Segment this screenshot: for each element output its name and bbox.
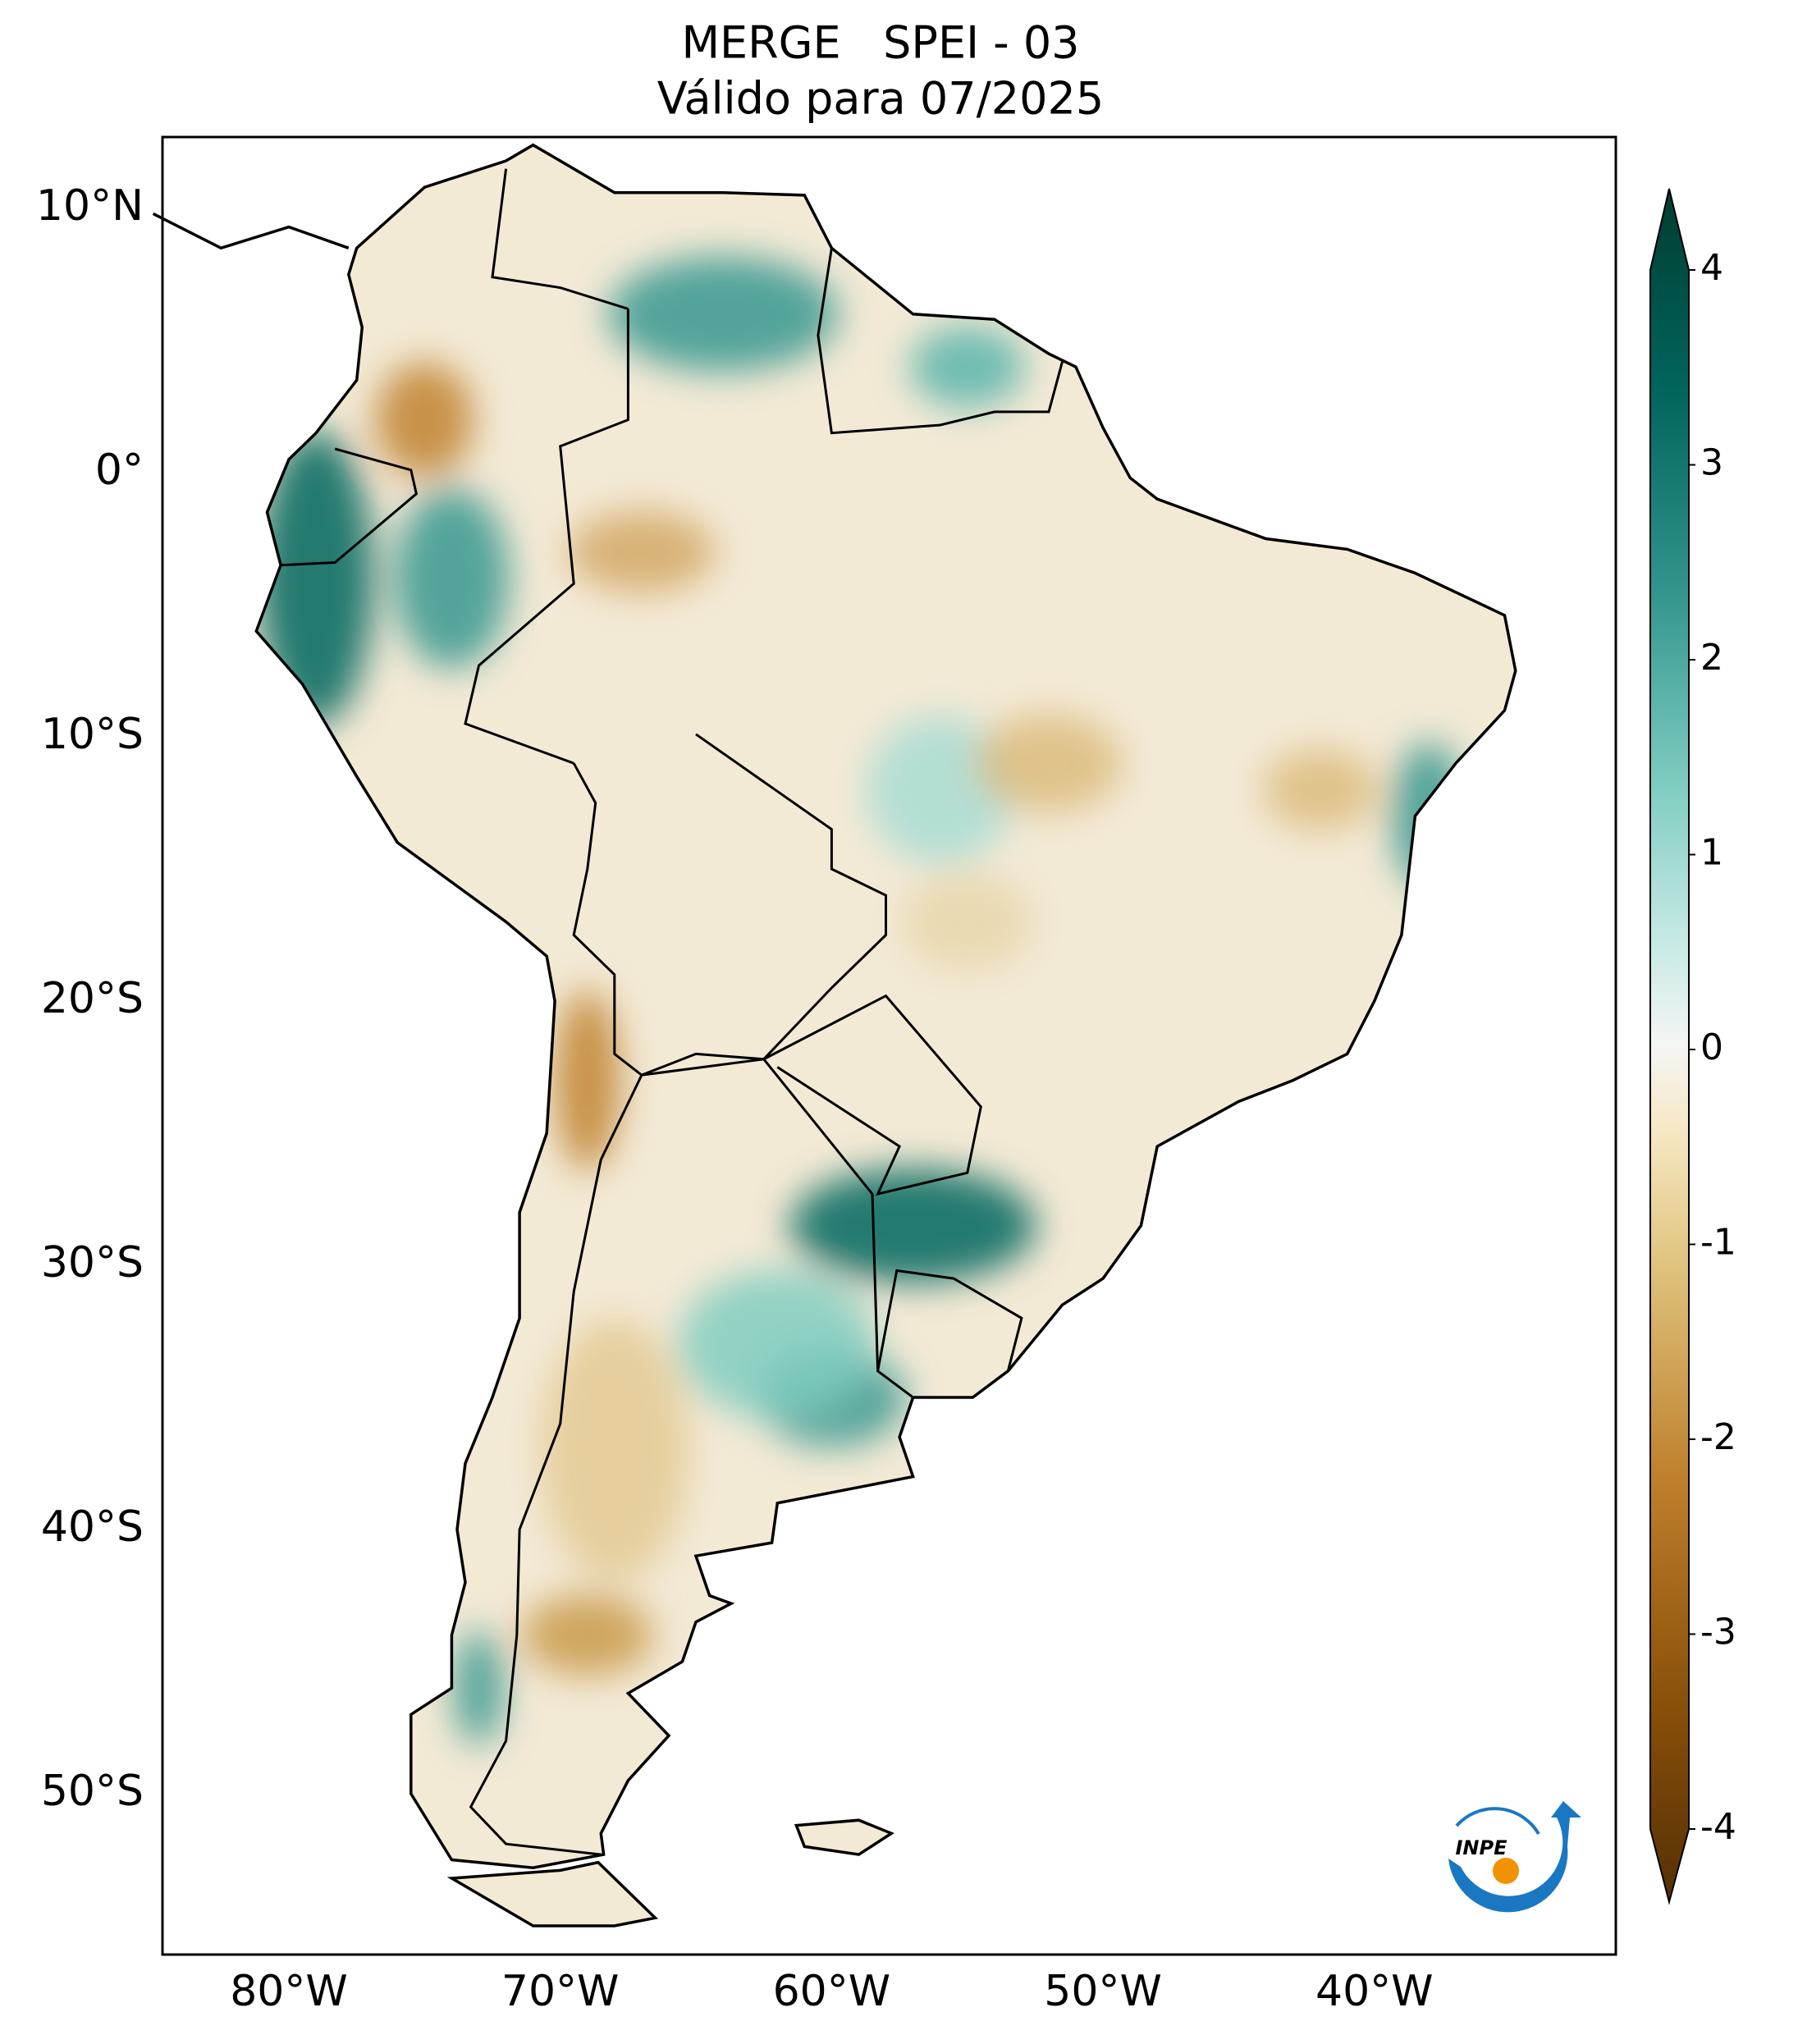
border — [817, 248, 1064, 435]
lon-label: 70°W — [501, 1967, 620, 2016]
map — [152, 143, 1517, 1927]
map-frame — [161, 135, 1617, 1956]
axes: 10°N 0° 10°S 20°S 30°S 40°S 50°S 80°W 70°W 60°W 50… — [36, 181, 1434, 2016]
title: MERGE SPEI - 03 — [681, 17, 1079, 69]
colorbar-label: 4 — [1700, 247, 1723, 289]
lat-label: 20°S — [41, 974, 144, 1023]
colorbar: 4 3 2 1 0 -1 -2 -3 -4 — [1649, 188, 1736, 1905]
spei-patch — [258, 430, 374, 726]
spei-patch — [454, 1630, 504, 1746]
colorbar-label: -4 — [1700, 1806, 1736, 1848]
lat-label: 30°S — [41, 1238, 144, 1287]
spei-patch — [679, 1270, 876, 1419]
lat-label: 40°S — [41, 1502, 144, 1552]
border — [763, 994, 982, 1196]
coastline — [254, 143, 1517, 1927]
logo-text: INPE — [1456, 1836, 1508, 1859]
border — [876, 1269, 1023, 1372]
spei-patch — [789, 1168, 1036, 1283]
lon-label: 40°W — [1315, 1967, 1434, 2016]
logo: INPE — [1448, 1801, 1581, 1913]
spei-patch — [974, 714, 1123, 813]
lon-label: 50°W — [1044, 1967, 1162, 2016]
spei-patch — [554, 990, 620, 1171]
colorbar-label: -2 — [1700, 1416, 1736, 1458]
spei-patch — [394, 487, 510, 669]
lon-label: 60°W — [773, 1967, 891, 2016]
spei-patch — [1262, 748, 1378, 831]
spei-patch — [901, 872, 1033, 972]
spei-patch — [608, 256, 839, 372]
spei-patch — [375, 362, 474, 478]
colorbar-label: 3 — [1700, 442, 1723, 484]
subtitle: Válido para 07/2025 — [657, 73, 1104, 125]
colorbar-label: -1 — [1700, 1222, 1736, 1264]
lat-label: 10°N — [36, 181, 144, 231]
border — [491, 168, 629, 310]
lon-label: 80°W — [230, 1967, 348, 2016]
colorbar-label: 0 — [1700, 1027, 1723, 1068]
lat-label: 50°S — [41, 1767, 144, 1816]
colorbar-label: -3 — [1700, 1612, 1736, 1653]
lat-label: 0° — [95, 446, 144, 495]
spei-patch — [567, 510, 716, 593]
colorbar-label: 2 — [1700, 637, 1723, 679]
colorbar-label: 1 — [1700, 832, 1723, 874]
spei-patch — [521, 1594, 653, 1676]
colorbar-bar — [1649, 188, 1690, 1905]
border — [469, 1058, 914, 1856]
border — [572, 733, 887, 1077]
border — [281, 447, 419, 567]
central-america — [152, 212, 350, 250]
spei-patch — [909, 326, 1025, 409]
lat-label: 10°S — [41, 710, 144, 759]
spei-patch — [540, 1319, 689, 1582]
border — [464, 309, 629, 765]
